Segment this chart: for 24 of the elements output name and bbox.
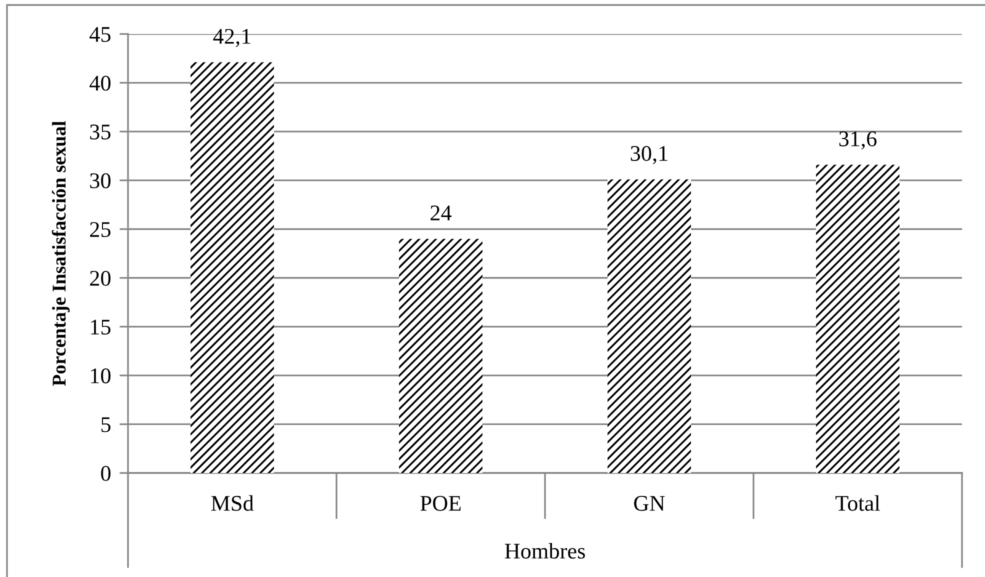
bar [816,164,900,473]
data-label: 24 [430,206,452,220]
y-tick-label: 40 [90,76,110,91]
y-tick-label: 0 [101,466,110,481]
y-tick-label: 5 [102,417,110,432]
data-label: 42,1 [213,28,250,48]
y-tick-label: 30 [90,173,110,188]
y-tick-label: 25 [90,222,110,238]
y-tick-label: 20 [90,270,110,286]
y-tick-label: 45 [90,27,110,42]
x-tick-label: MSd [211,495,254,511]
x-tick-label: POE [420,496,461,511]
x-tick-label: Total [835,495,880,511]
y-tick-label: 10 [91,368,110,384]
bar [399,238,482,473]
data-label: 31,6 [839,131,877,150]
bar [190,62,274,473]
data-label: 30,1 [630,146,668,164]
x-tick-label: GN [634,496,665,511]
y-axis-title: Porcentaje Insatisfacción sexual [52,121,70,386]
x-axis-title: Hombres [504,543,585,559]
y-tick-label: 15 [91,320,110,335]
y-tick-label: 35 [90,124,110,140]
bar [608,179,691,473]
